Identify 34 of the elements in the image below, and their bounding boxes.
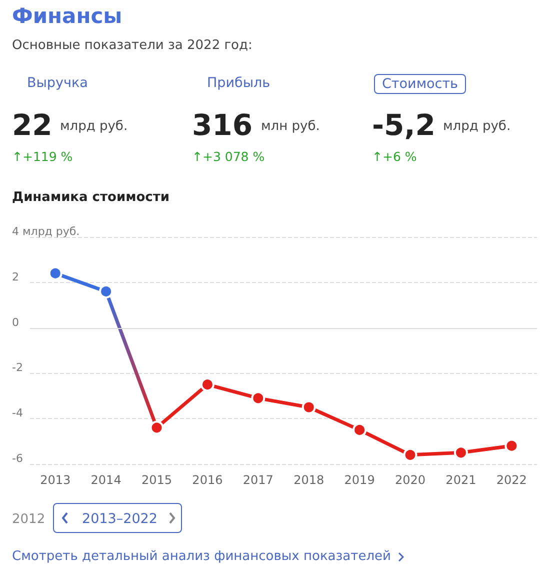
chart-title: Динамика стоимости [12,190,170,205]
text: Выручка [26,74,89,92]
x-tick-label: 2013 [40,473,71,487]
x-tick-label: 2018 [294,473,324,487]
y-tick-label: 0 [12,316,19,329]
text: ↑+6 % [372,149,417,164]
y-tick-label: -2 [12,361,23,374]
x-tick-label: 2016 [192,473,223,487]
text: Основные показатели за 2022 год: [12,38,252,53]
text: млрд руб. [443,119,511,134]
x-tick-label: 2019 [344,473,375,487]
text: млн руб. [261,119,320,134]
x-tick-label: 2015 [141,473,172,487]
text: 2013–2022 [82,511,158,527]
x-tick-label: 2020 [394,473,426,487]
text: 2012 [12,512,46,527]
text: Смотреть детальный анализ финансовых показателей [12,549,391,564]
x-tick-label: 2022 [496,473,527,487]
x-tick-label: 2014 [90,473,122,487]
text: 316 [192,108,253,142]
text: ↑+3 078 % [192,149,265,164]
x-tick-label: 2017 [242,473,274,487]
y-tick-label: -4 [12,406,23,420]
y-tick-label: 4 млрд руб. [12,225,80,238]
x-tick-label: 2021 [446,473,476,487]
text: млрд руб. [60,119,128,134]
text: Стоимость [374,74,466,94]
text: Финансы [12,4,122,28]
text: 22 [12,108,52,142]
text: Прибыль [206,74,272,92]
text: -5,2 [372,108,436,142]
y-tick-label: 2 [12,270,19,284]
y-tick-label: -6 [12,452,23,465]
text: ↑+119 % [12,149,73,164]
